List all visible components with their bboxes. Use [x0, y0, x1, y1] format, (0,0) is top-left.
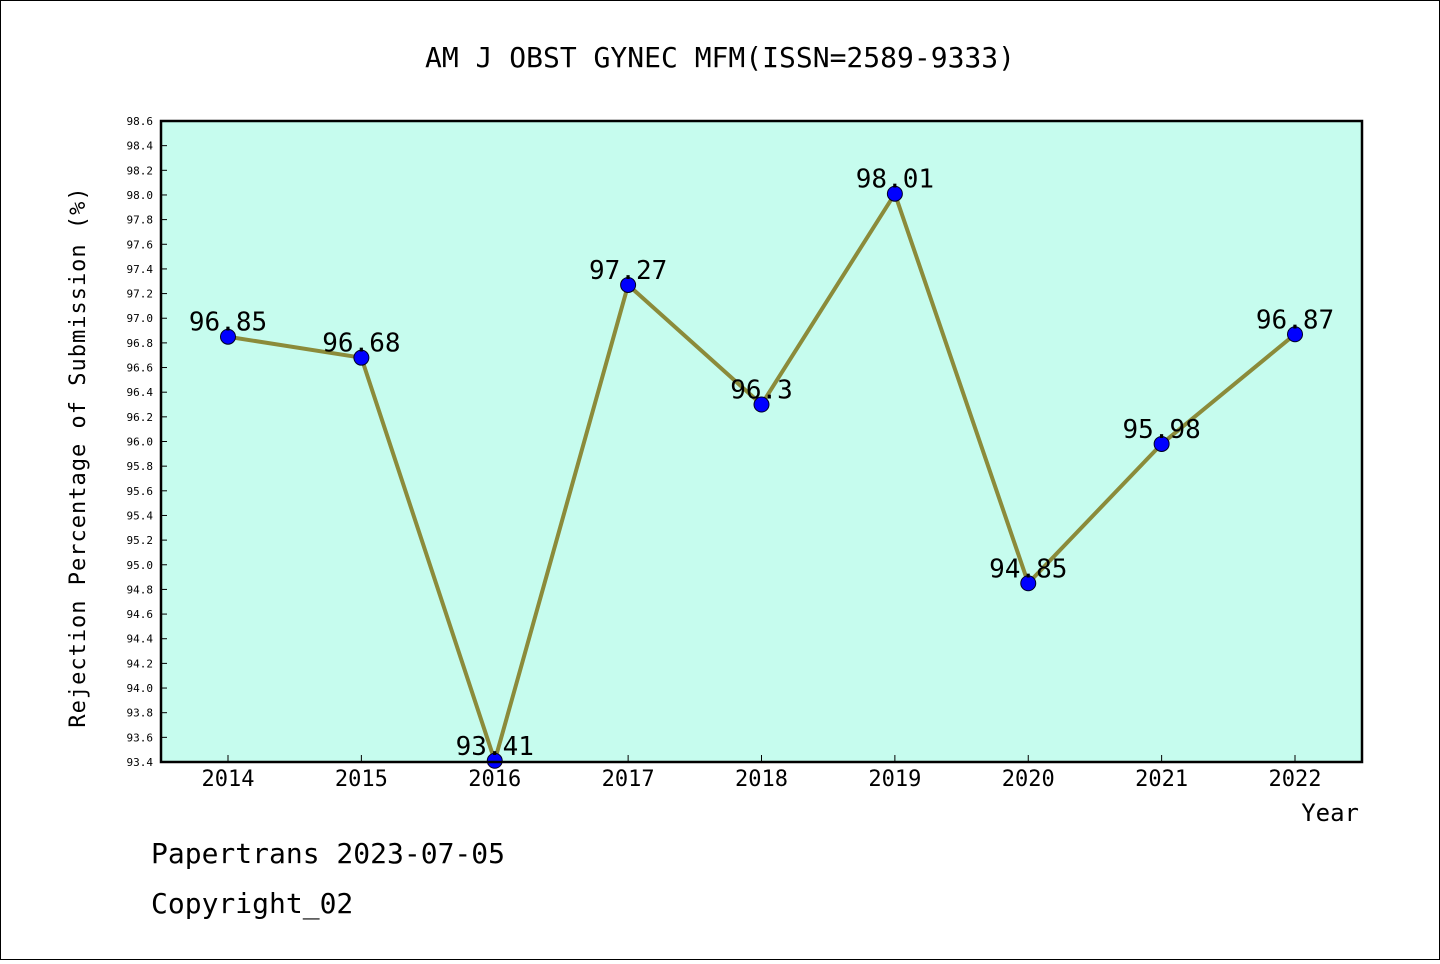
x-axis-ticks: 2014 2015 2016 2017 2018 2019 2020 2021 2022 — [202, 755, 1322, 792]
y-tick-label: 94.2 — [127, 657, 154, 670]
data-label: 96.3 — [730, 376, 793, 406]
x-tick-label: 2020 — [1002, 767, 1055, 792]
chart-title: AM J OBST GYNEC MFM(ISSN=2589-9333) — [425, 41, 1015, 74]
y-tick-label: 97.2 — [127, 288, 154, 301]
y-axis-ticks: 93.4 93.6 93.8 94.0 94.2 94.4 94.6 94.8 95.0 95.2… — [127, 115, 167, 769]
data-point — [1020, 575, 1037, 592]
y-tick-label: 98.0 — [127, 189, 154, 202]
y-tick-label: 95.2 — [127, 534, 154, 547]
y-tick-label: 95.8 — [127, 460, 154, 473]
x-tick-label: 2017 — [602, 767, 655, 792]
y-tick-label: 97.8 — [127, 214, 154, 227]
x-tick-label: 2014 — [202, 767, 255, 792]
x-tick-label: 2021 — [1135, 767, 1188, 792]
data-label: 98.01 — [856, 165, 934, 195]
y-tick-label: 96.4 — [127, 386, 154, 399]
y-tick-label: 98.6 — [127, 115, 154, 128]
data-label: 93.41 — [456, 732, 534, 762]
y-tick-label: 97.4 — [127, 263, 154, 276]
y-tick-label: 96.8 — [127, 337, 154, 350]
data-point — [220, 328, 236, 345]
data-point — [353, 349, 370, 366]
data-label: 96.85 — [189, 308, 267, 338]
y-tick-label: 96.6 — [127, 362, 154, 375]
x-tick-label: 2018 — [735, 767, 788, 792]
y-tick-label: 97.6 — [127, 238, 154, 251]
data-point — [753, 396, 770, 413]
y-tick-label: 94.6 — [127, 608, 154, 621]
footer-date: Papertrans 2023-07-05 — [151, 837, 505, 870]
x-tick-label: 2022 — [1269, 767, 1322, 792]
data-point — [620, 276, 637, 293]
y-tick-label: 97.0 — [127, 312, 154, 325]
data-labels: 96.85 96.68 93.41 97.27 96.3 98.01 94.85 95.98 9… — [189, 165, 1334, 762]
data-point — [1153, 435, 1170, 452]
y-tick-label: 94.0 — [127, 682, 154, 695]
y-axis-label: Rejection Percentage of Submission (%) — [66, 186, 91, 727]
y-tick-label: 93.4 — [127, 756, 154, 769]
y-tick-label: 95.6 — [127, 485, 154, 498]
y-tick-label: 96.0 — [127, 436, 154, 449]
data-point — [1287, 326, 1303, 343]
x-axis-label: Year — [1301, 799, 1359, 827]
footer-copyright: Copyright_02 — [151, 887, 353, 921]
y-tick-label: 94.8 — [127, 583, 154, 596]
x-tick-label: 2015 — [335, 767, 388, 792]
data-label: 96.87 — [1256, 305, 1334, 335]
y-tick-label: 94.4 — [127, 633, 154, 646]
plot-border — [159, 119, 1364, 764]
y-tick-label: 98.4 — [127, 140, 154, 153]
data-label: 94.85 — [989, 554, 1067, 584]
y-tick-label: 95.4 — [127, 509, 154, 522]
y-tick-label: 98.2 — [127, 164, 154, 177]
data-point — [886, 185, 903, 202]
data-label: 95.98 — [1122, 415, 1200, 445]
data-label: 97.27 — [589, 256, 667, 286]
y-tick-label: 93.6 — [127, 731, 154, 744]
x-tick-label: 2019 — [868, 767, 921, 792]
y-tick-label: 95.0 — [127, 559, 154, 572]
y-tick-label: 96.2 — [127, 411, 154, 424]
y-tick-label: 93.8 — [127, 707, 154, 720]
series-layer — [220, 185, 1303, 769]
x-tick-label: 2016 — [468, 767, 521, 792]
data-label: 96.68 — [322, 329, 400, 359]
